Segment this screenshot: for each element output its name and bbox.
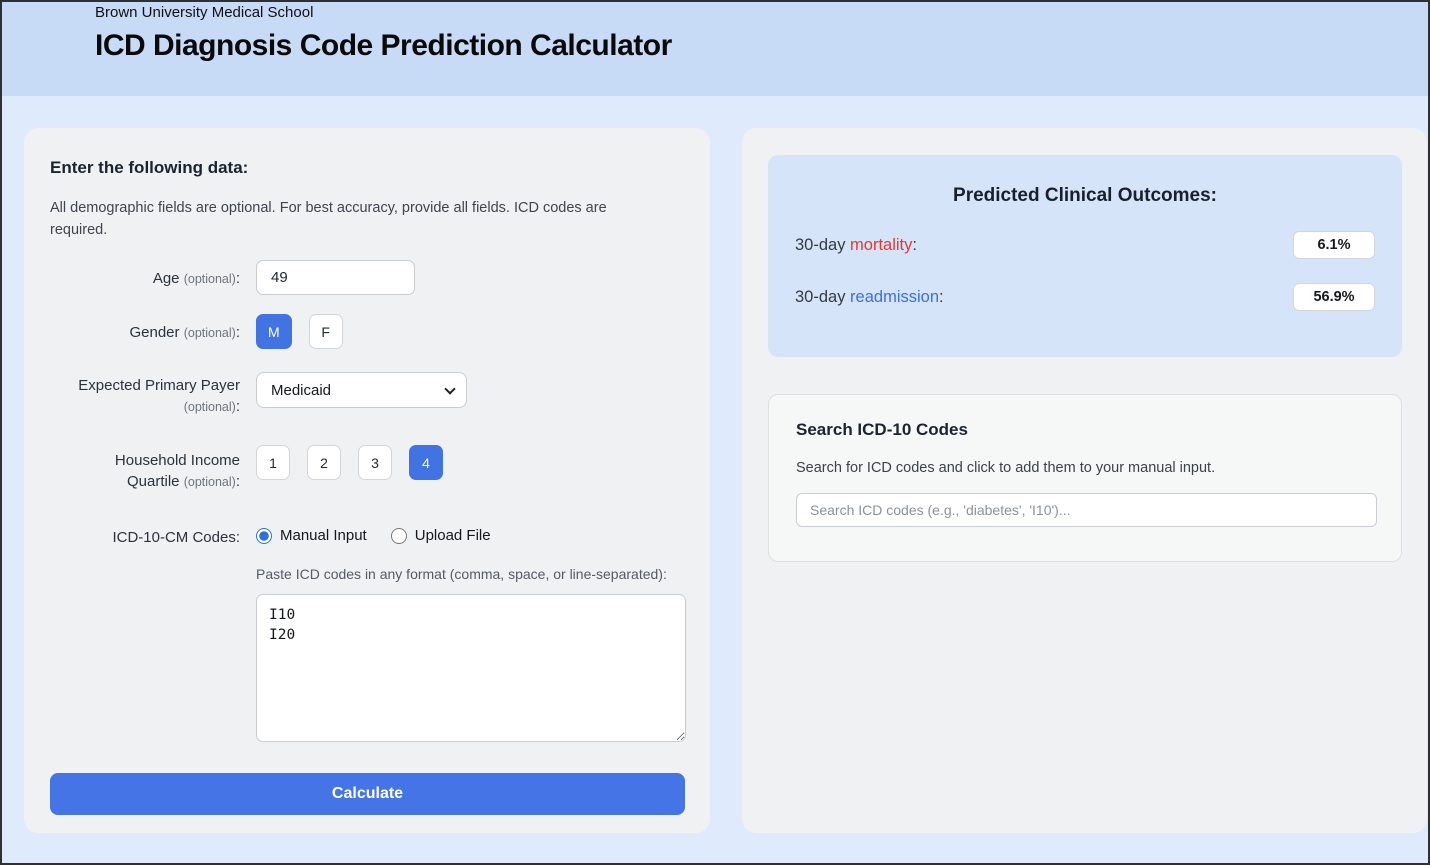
icd-codes-textarea[interactable]: I10 I20 (256, 594, 686, 742)
payer-optional-tag: (optional) (183, 400, 236, 414)
icd-search-heading: Search ICD-10 Codes (796, 420, 968, 439)
age-row: Age (optional): (50, 260, 685, 295)
quartile-option-4[interactable]: 4 (409, 445, 443, 480)
payer-row: Expected Primary Payer (optional): Medic… (50, 372, 685, 418)
quartile-option-1[interactable]: 1 (256, 445, 290, 480)
page-title: ICD Diagnosis Code Prediction Calculator (95, 29, 672, 62)
quartile-row: Household Income Quartile (optional): 1 … (50, 445, 685, 493)
upload-file-radio[interactable]: Upload File (390, 527, 491, 544)
icd-search-input[interactable] (796, 493, 1377, 527)
quartile-optional-tag: (optional) (183, 475, 236, 489)
quartile-option-2[interactable]: 2 (307, 445, 341, 480)
manual-input-radio[interactable]: Manual Input (256, 527, 367, 544)
quartile-option-3[interactable]: 3 (358, 445, 392, 480)
quartile-label: Household Income Quartile (optional): (114, 452, 240, 490)
input-form-panel: Enter the following data: All demographi… (24, 128, 710, 833)
icd-paste-helper: Paste ICD codes in any format (comma, sp… (256, 566, 667, 582)
gender-optional-tag: (optional) (183, 326, 236, 340)
page-header: Brown University Medical School ICD Diag… (2, 2, 1428, 96)
form-heading: Enter the following data: (50, 158, 249, 177)
main-content: Enter the following data: All demographi… (2, 96, 1428, 833)
icd-input-mode-radios: Manual Input Upload File (256, 519, 686, 544)
results-panel: Predicted Clinical Outcomes: 30-day mort… (742, 128, 1427, 833)
mortality-value: 6.1% (1293, 231, 1375, 259)
readmission-term: readmission (850, 287, 940, 306)
institution-name: Brown University Medical School (95, 4, 314, 21)
calculate-button[interactable]: Calculate (50, 773, 685, 815)
mortality-label: 30-day mortality: (795, 235, 917, 254)
readmission-row: 30-day readmission: 56.9% (795, 283, 1375, 311)
icd-codes-label: ICD-10-CM Codes: (112, 529, 240, 546)
age-optional-tag: (optional) (183, 272, 236, 286)
readmission-value: 56.9% (1293, 283, 1375, 311)
predicted-outcomes-card: Predicted Clinical Outcomes: 30-day mort… (768, 155, 1402, 357)
mortality-row: 30-day mortality: 6.1% (795, 231, 1375, 259)
icd-search-card: Search ICD-10 Codes Search for ICD codes… (768, 394, 1402, 562)
payer-label: Expected Primary Payer (optional): (78, 377, 240, 415)
gender-option-f[interactable]: F (308, 314, 343, 349)
icd-search-description: Search for ICD codes and click to add th… (796, 460, 1216, 476)
outcomes-heading: Predicted Clinical Outcomes: (953, 185, 1217, 206)
age-input[interactable] (256, 260, 415, 295)
icd-codes-row: ICD-10-CM Codes: Manual Input Upload Fil… (50, 519, 686, 747)
readmission-label: 30-day readmission: (795, 287, 944, 306)
gender-option-m[interactable]: M (256, 314, 292, 349)
gender-row: Gender (optional): M F (50, 314, 685, 349)
age-label: Age (optional): (152, 270, 240, 287)
gender-label: Gender (optional): (129, 324, 240, 341)
mortality-term: mortality (850, 235, 913, 254)
payer-select[interactable]: Medicaid (256, 372, 467, 408)
form-note: All demographic fields are optional. For… (50, 200, 607, 238)
